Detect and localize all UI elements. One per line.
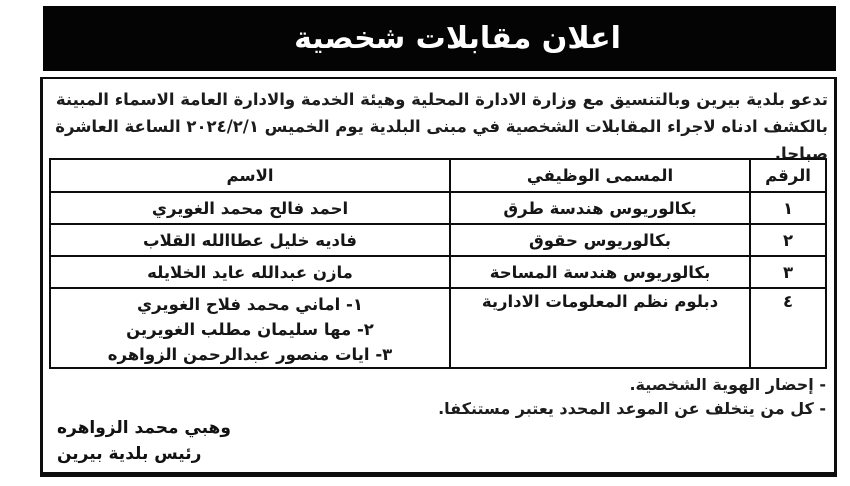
- notes: - إحضار الهوية الشخصية. - كل من يتخلف عن…: [53, 373, 826, 420]
- cell-job-title: دبلوم نظم المعلومات الادارية: [449, 287, 751, 369]
- announcement-body-frame: تدعو بلدية بيرين وبالتنسيق مع وزارة الاد…: [40, 77, 837, 477]
- cell-name-list: ١- اماني محمد فلاح الغويري ٢- مها سليمان…: [49, 287, 451, 369]
- column-header-number: الرقم: [749, 158, 827, 193]
- table-header-row: الرقم المسمى الوظيفي الاسم: [49, 158, 827, 193]
- cell-name: احمد فالح محمد الغويري: [49, 191, 451, 225]
- cell-number: ١: [749, 191, 827, 225]
- name-list-item: ٢- مها سليمان مطلب الغويرين: [126, 320, 374, 339]
- cell-name: فاديه خليل عطاالله القلاب: [49, 223, 451, 257]
- table-row: ٢ بكالوريوس حقوق فاديه خليل عطاالله القل…: [49, 223, 827, 257]
- cell-number: ٢: [749, 223, 827, 257]
- cell-job-title: بكالوريوس هندسة المساحة: [449, 255, 751, 289]
- cell-name: مازن عبدالله عايد الخلايله: [49, 255, 451, 289]
- name-list-item: ٣- ايات منصور عبدالرحمن الزواهره: [107, 345, 393, 364]
- table-row: ٣ بكالوريوس هندسة المساحة مازن عبدالله ع…: [49, 255, 827, 289]
- cell-job-title: بكالوريوس حقوق: [449, 223, 751, 257]
- signature-block: وهبي محمد الزواهره رئيس بلدية بيرين: [57, 415, 231, 467]
- name-list-item: ١- اماني محمد فلاح الغويري: [137, 295, 363, 314]
- intro-paragraph: تدعو بلدية بيرين وبالتنسيق مع وزارة الاد…: [55, 90, 828, 163]
- table-row: ٤ دبلوم نظم المعلومات الادارية ١- اماني …: [49, 287, 827, 369]
- column-header-name: الاسم: [49, 158, 451, 193]
- cell-number: ٤: [749, 287, 827, 369]
- announcement-title: اعلان مقابلات شخصية: [294, 21, 621, 56]
- cell-job-title: بكالوريوس هندسة طرق: [449, 191, 751, 225]
- column-header-job-title: المسمى الوظيفي: [449, 158, 751, 193]
- announcement-banner: اعلان مقابلات شخصية: [43, 6, 836, 71]
- signature-name: وهبي محمد الزواهره: [57, 418, 231, 438]
- cell-number: ٣: [749, 255, 827, 289]
- note-item: - كل من يتخلف عن الموعد المحدد يعتبر مست…: [438, 398, 826, 418]
- signature-title: رئيس بلدية بيرين: [57, 444, 202, 464]
- candidates-table: الرقم المسمى الوظيفي الاسم ١ بكالوريوس ه…: [49, 158, 827, 369]
- table-row: ١ بكالوريوس هندسة طرق احمد فالح محمد الغ…: [49, 191, 827, 225]
- note-item: - إحضار الهوية الشخصية.: [629, 375, 826, 394]
